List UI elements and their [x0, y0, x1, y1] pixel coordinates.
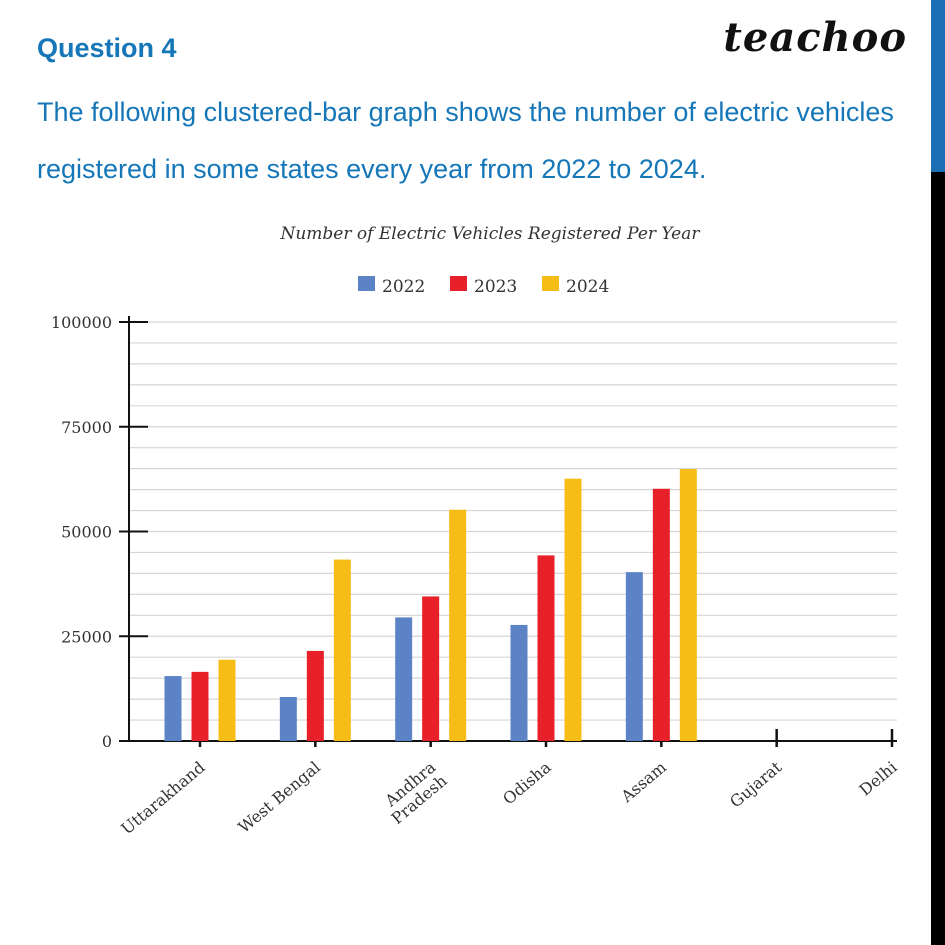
bar-assam-2024: [679, 469, 697, 741]
bar-odisha-2024: [564, 478, 582, 741]
legend-label-2023: 2023: [474, 277, 517, 297]
question-text: The following clustered-bar graph shows …: [37, 97, 894, 184]
x-tick-label: Delhi: [856, 758, 901, 800]
question-label: Question 4: [37, 33, 177, 63]
x-tick-label: AndhraPradesh: [376, 757, 451, 828]
bar-andhra-pradesh-2024: [449, 509, 467, 741]
legend-swatch-2024: [542, 276, 559, 291]
y-tick-label: 0: [102, 732, 112, 751]
x-tick-label: West Bengal: [235, 758, 324, 837]
legend-label-2024: 2024: [566, 277, 609, 297]
y-tick-label: 25000: [61, 627, 112, 646]
bar-west-bengal-2024: [333, 559, 351, 741]
bar-assam-2023: [652, 488, 670, 741]
legend-swatch-2023: [450, 276, 467, 291]
y-tick-label: 75000: [61, 418, 112, 437]
bar-west-bengal-2023: [306, 650, 324, 741]
x-tick-label: Uttarakhand: [117, 758, 208, 839]
bar-uttarakhand-2024: [218, 659, 236, 741]
bar-uttarakhand-2022: [164, 676, 182, 741]
x-tick-label: Assam: [617, 758, 670, 807]
bar-odisha-2022: [510, 624, 528, 741]
legend-swatch-2022: [358, 276, 375, 291]
y-tick-label: 50000: [61, 523, 112, 542]
chart-title: Number of Electric Vehicles Registered P…: [279, 224, 700, 244]
x-tick-label: Gujarat: [726, 757, 786, 811]
x-tick-label: Odisha: [499, 757, 555, 808]
side-accent-bar: [931, 0, 945, 172]
brand-logo: teachoo: [723, 14, 907, 61]
bar-assam-2022: [625, 572, 643, 741]
bar-andhra-pradesh-2022: [395, 617, 413, 741]
bar-andhra-pradesh-2023: [422, 596, 440, 741]
legend-label-2022: 2022: [382, 277, 425, 297]
side-dark-bar: [931, 172, 945, 945]
y-tick-label: 100000: [51, 313, 112, 332]
bar-uttarakhand-2023: [191, 671, 209, 741]
bar-west-bengal-2022: [279, 697, 297, 741]
bar-odisha-2023: [537, 555, 555, 741]
